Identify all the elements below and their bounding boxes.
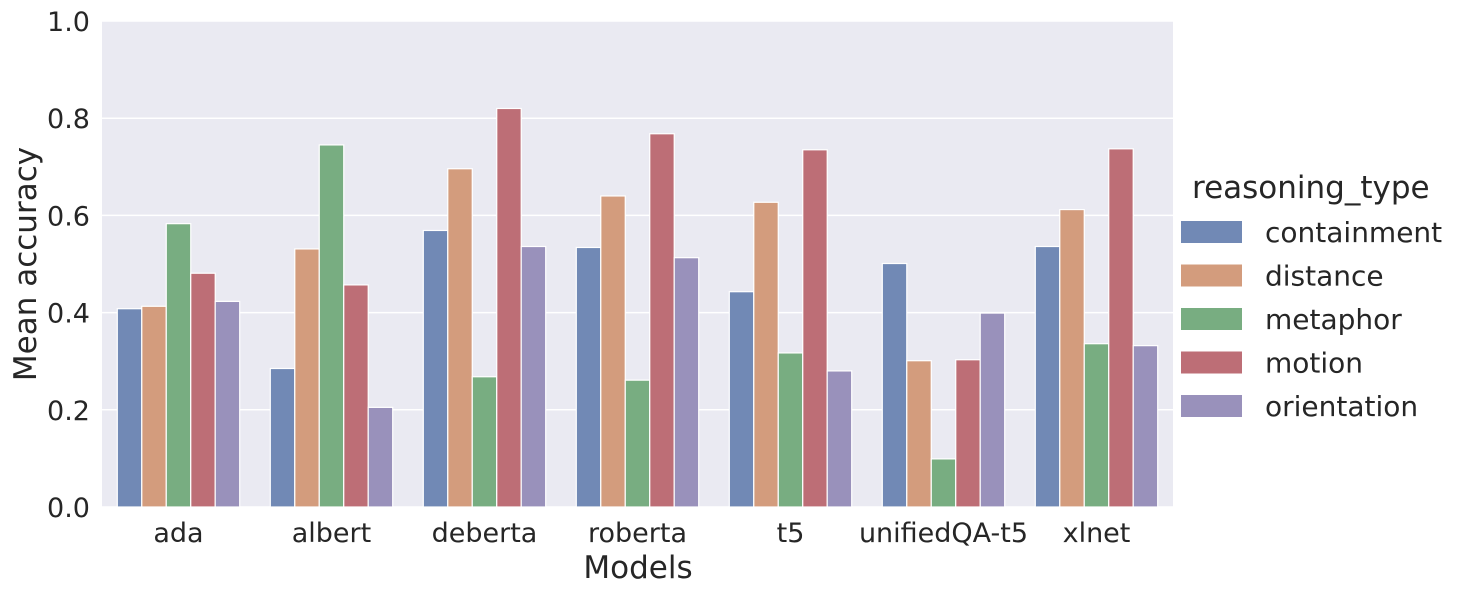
y-tick-label: 0.4 [47,299,90,330]
bar-containment-ada [116,308,143,508]
bar-metaphor-ada [165,223,192,508]
x-tick-labels: ada albert deberta roberta t5 unifiedQA-t5 xln… [153,518,1130,549]
bar-motion-roberta [649,133,675,508]
x-tick-label: xlnet [1063,518,1131,549]
bar-distance-deberta [447,168,473,508]
y-tick-label: 0.2 [47,396,90,427]
legend-label: distance [1265,260,1384,293]
bar-metaphor-t5 [777,352,804,508]
legend-swatch-orientation [1181,395,1242,417]
bar-orientation-deberta [520,245,547,508]
bar-orientation-unifiedQA-t5 [979,312,1006,508]
y-tick-label: 1.0 [47,7,90,38]
legend-swatch-motion [1181,351,1242,374]
bar-distance-t5 [753,201,779,508]
bar-orientation-xlnet [1132,345,1159,508]
y-tick-label: 0.0 [47,493,90,524]
y-tick-label: 0.8 [47,104,90,135]
bar-distance-unifiedQA-t5 [906,360,932,508]
bar-motion-unifiedQA-t5 [955,359,981,508]
legend-label: metaphor [1265,303,1402,336]
x-tick-label: t5 [777,518,805,549]
x-tick-label: roberta [588,518,687,549]
bar-distance-roberta [600,195,626,508]
bar-containment-unifiedQA-t5 [881,262,908,508]
bar-containment-t5 [728,291,755,508]
y-tick-labels: 0.0 0.2 0.4 0.6 0.8 1.0 [47,7,90,524]
legend-swatch-distance [1181,264,1242,287]
bar-motion-ada [190,272,216,508]
legend-label: containment [1265,216,1442,249]
bar-orientation-ada [214,300,241,508]
bar-distance-ada [141,305,167,508]
bar-distance-albert [294,248,320,508]
bar-containment-albert [269,367,296,508]
legend: reasoning_type containment distance metaph… [1181,170,1442,423]
bars [116,107,1159,508]
x-tick-label: albert [292,518,371,549]
bar-metaphor-unifiedQA-t5 [930,458,957,508]
legend-label: motion [1265,347,1363,380]
bar-metaphor-deberta [471,376,498,508]
x-tick-label: deberta [432,518,538,549]
bar-orientation-roberta [673,257,700,508]
x-tick-label: ada [153,518,203,549]
legend-swatch-containment [1181,221,1242,243]
bar-metaphor-albert [318,144,345,508]
bar-orientation-t5 [826,370,853,508]
bar-motion-xlnet [1108,148,1134,508]
bar-motion-t5 [802,149,828,508]
y-axis-label: Mean accuracy [8,147,44,381]
legend-swatch-metaphor [1181,308,1242,330]
legend-title: reasoning_type [1192,170,1430,206]
y-tick-label: 0.6 [47,201,90,232]
bar-motion-deberta [496,107,522,508]
x-axis-label: Models [583,550,692,586]
legend-label: orientation [1265,390,1418,423]
bar-containment-roberta [575,246,602,508]
x-tick-label: unifiedQA-t5 [859,518,1028,549]
bar-containment-deberta [422,229,449,508]
bar-motion-albert [343,284,369,508]
bar-metaphor-xlnet [1083,343,1110,508]
bar-orientation-albert [367,406,394,508]
bar-containment-xlnet [1034,245,1061,508]
bar-distance-xlnet [1059,208,1085,508]
bar-metaphor-roberta [624,379,651,508]
